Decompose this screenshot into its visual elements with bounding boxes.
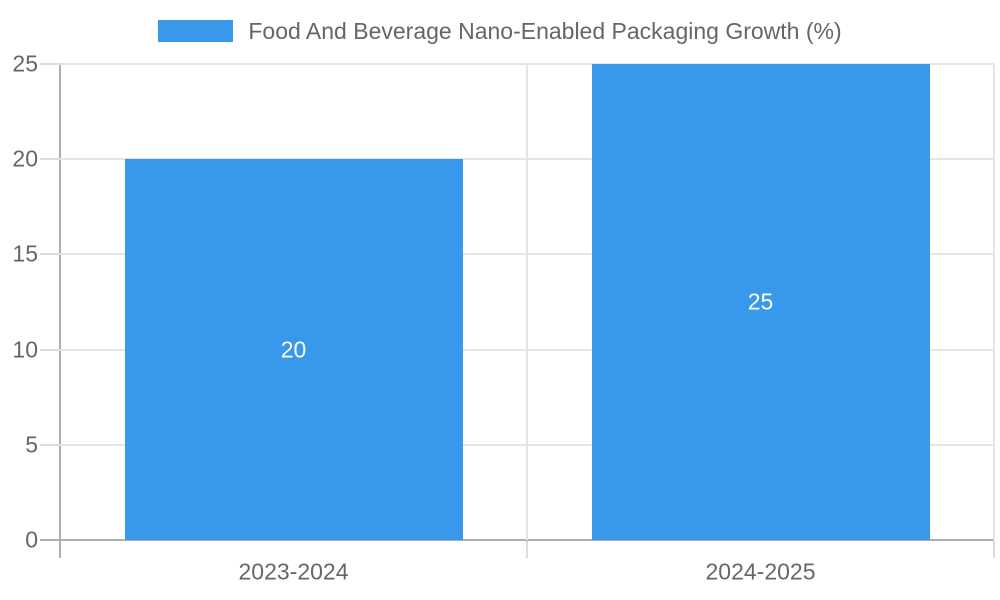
bar-2023-2024[interactable] — [124, 159, 463, 540]
y-tick-label-20: 20 — [12, 145, 38, 172]
x-axis-line — [59, 539, 994, 541]
legend-item[interactable]: Food And Beverage Nano-Enabled Packaging… — [158, 18, 842, 44]
y-axis-line — [59, 64, 61, 540]
legend: Food And Beverage Nano-Enabled Packaging… — [0, 18, 1000, 44]
bar-value-label-2024-2025: 25 — [747, 288, 774, 315]
gridline-x-1 — [526, 64, 528, 540]
y-tick-label-25: 25 — [12, 50, 38, 77]
y-axis-tick-5 — [40, 443, 60, 446]
bar-2024-2025[interactable] — [591, 64, 930, 540]
y-tick-label-5: 5 — [25, 431, 38, 458]
x-axis-tick-2 — [993, 541, 995, 558]
legend-swatch-icon — [158, 20, 234, 42]
y-axis-tick-25 — [40, 63, 60, 65]
y-axis-tick-0 — [40, 539, 60, 541]
x-tick-label-2023-2024: 2023-2024 — [238, 558, 349, 585]
y-tick-label-10: 10 — [12, 336, 38, 363]
legend-label: Food And Beverage Nano-Enabled Packaging… — [248, 18, 842, 44]
bar-value-label-2023-2024: 20 — [280, 336, 307, 363]
y-axis-tick-20 — [40, 158, 60, 161]
x-axis-tick-0 — [59, 541, 61, 558]
y-tick-label-15: 15 — [12, 240, 38, 267]
y-tick-label-0: 0 — [25, 526, 38, 553]
y-axis-tick-10 — [40, 348, 60, 351]
x-axis-tick-1 — [526, 541, 528, 558]
y-axis-tick-15 — [40, 253, 60, 256]
x-tick-label-2024-2025: 2024-2025 — [705, 558, 816, 585]
gridline-x-2 — [993, 64, 995, 540]
